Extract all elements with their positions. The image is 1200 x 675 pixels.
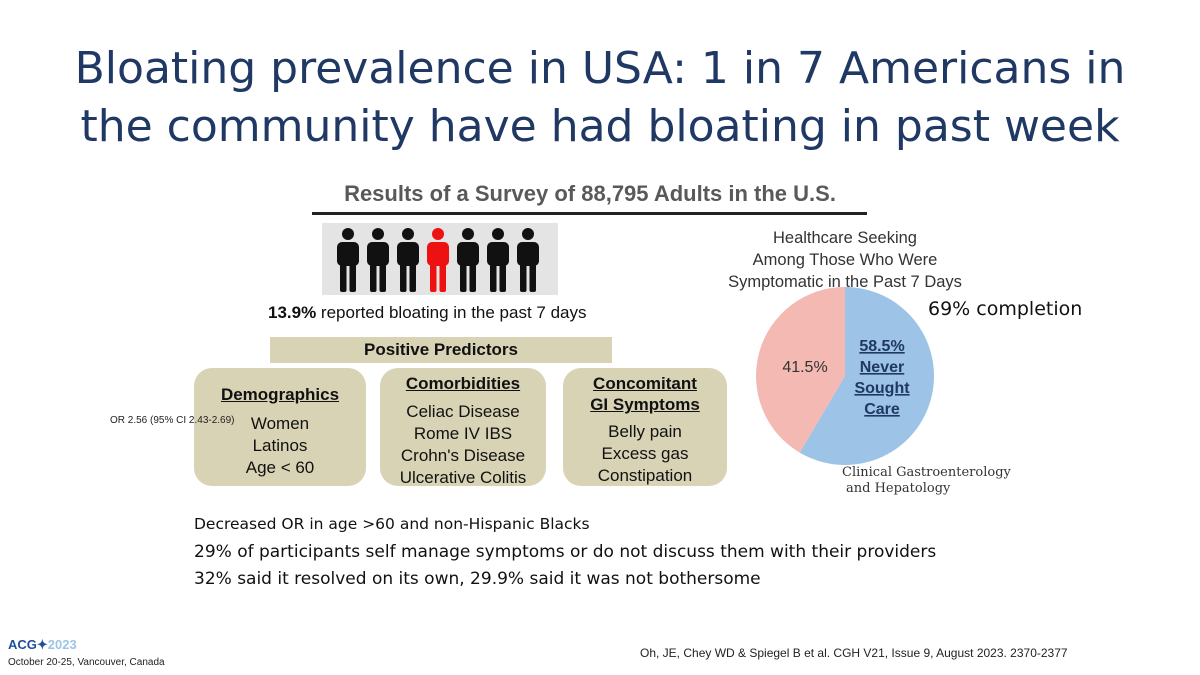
- reported-text: reported bloating in the past 7 days: [316, 303, 587, 322]
- reported-bloating: 13.9% reported bloating in the past 7 da…: [268, 303, 648, 323]
- citation: Oh, JE, Chey WD & Spiegel B et al. CGH V…: [640, 646, 1068, 660]
- acg-logo-text: ACG: [8, 637, 37, 652]
- healthcare-title-line-3: Symptomatic in the Past 7 Days: [728, 273, 962, 291]
- completion-rate: 69% completion: [928, 298, 1083, 320]
- pie-label-value: 58.5%: [859, 338, 904, 355]
- people-icons: [337, 228, 539, 292]
- healthcare-title: Healthcare Seeking Among Those Who Were …: [700, 227, 990, 293]
- slide-title: Bloating prevalence in USA: 1 in 7 Ameri…: [60, 40, 1140, 156]
- comorbidities-item: Rome IV IBS: [413, 424, 513, 443]
- person-icon: [337, 228, 359, 292]
- gi-symptoms-item: Belly pain: [608, 422, 682, 441]
- demographics-box: Demographics Women Latinos Age < 60: [194, 368, 366, 486]
- stat-line-2: 29% of participants self manage symptoms…: [194, 542, 937, 562]
- healthcare-title-line-1: Healthcare Seeking: [772, 229, 917, 247]
- gi-symptoms-item: Constipation: [597, 466, 693, 485]
- survey-heading: Results of a Survey of 88,795 Adults in …: [344, 181, 836, 206]
- person-icon: [367, 228, 389, 292]
- stat-line-1: Decreased OR in age >60 and non-Hispanic…: [194, 515, 590, 533]
- positive-predictors-bar: Positive Predictors: [270, 337, 612, 363]
- heading-underline: [312, 212, 867, 215]
- gi-symptoms-heading-line-1: Concomitant: [593, 374, 697, 393]
- pie-label-line-3: Care: [864, 401, 900, 418]
- gi-symptoms-box: Concomitant GI Symptoms Belly pain Exces…: [563, 368, 727, 486]
- pie-slice-never-sought-care: [799, 287, 934, 465]
- person-icon: [457, 228, 479, 292]
- gi-symptoms-heading-line-2: GI Symptoms: [590, 395, 700, 414]
- pie-label-never-sought-care: 58.5% Never Sought Care: [854, 338, 910, 418]
- journal-line-2: and Hepatology: [846, 481, 951, 496]
- odds-ratio-note: OR 2.56 (95% CI 2.43-2.69): [110, 415, 235, 426]
- slide-title-line-1: Bloating prevalence in USA: 1 in 7 Ameri…: [74, 43, 1126, 94]
- comorbidities-item: Crohn's Disease: [400, 446, 526, 465]
- acg-logo-year: 2023: [47, 637, 77, 652]
- person-icon: [487, 228, 509, 292]
- pie-label-line-2: Sought: [854, 380, 910, 397]
- demographics-item: Latinos: [252, 436, 308, 455]
- acg-logo: ACG✦2023: [8, 637, 77, 653]
- gi-symptoms-item: Excess gas: [601, 444, 689, 463]
- maple-leaf-icon: ✦: [36, 637, 48, 652]
- pie-label-41-5: 41.5%: [782, 359, 827, 376]
- conference-info: October 20-25, Vancouver, Canada: [8, 657, 165, 668]
- slide-title-line-2: the community have had bloating in past …: [80, 101, 1120, 152]
- demographics-heading: Demographics: [220, 385, 340, 404]
- comorbidities-item: Ulcerative Colitis: [399, 468, 527, 487]
- stat-line-3: 32% said it resolved on its own, 29.9% s…: [194, 569, 761, 589]
- pie-slice-other: [756, 287, 845, 453]
- person-icon: [397, 228, 419, 292]
- healthcare-title-line-2: Among Those Who Were: [752, 251, 938, 269]
- comorbidities-box: Comorbidities Celiac Disease Rome IV IBS…: [380, 368, 546, 487]
- journal-line-1: Clinical Gastroenterology: [842, 465, 1011, 480]
- comorbidities-heading: Comorbidities: [405, 374, 521, 393]
- demographics-item: Women: [250, 414, 310, 433]
- person-icon-highlighted: [427, 228, 449, 292]
- person-icon: [517, 228, 539, 292]
- journal-name: Clinical Gastroenterology and Hepatology: [842, 465, 1011, 497]
- reported-value: 13.9%: [268, 303, 317, 322]
- comorbidities-item: Celiac Disease: [406, 402, 520, 421]
- demographics-item: Age < 60: [245, 458, 315, 477]
- healthcare-pie-chart: 41.5% 58.5% Never Sought Care: [756, 287, 934, 465]
- pie-label-line-1: Never: [860, 359, 904, 376]
